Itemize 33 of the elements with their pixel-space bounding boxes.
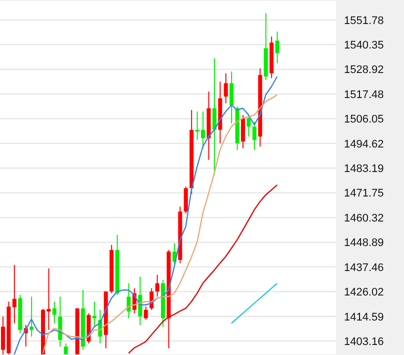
y-tick-label: 1540.35 [344,40,384,52]
line-series [14,76,278,355]
candlestick [155,274,160,298]
candlestick [224,72,228,104]
candlestick [246,114,251,138]
candlestick [64,343,68,355]
candlestick [30,296,34,338]
y-tick-label: 1506.05 [344,114,384,126]
candlestick [230,71,234,124]
line-series [128,184,278,354]
y-tick-label: 1414.59 [344,311,384,324]
y-tick-label: 1460.32 [344,212,384,224]
y-tick-label: 1528.92 [344,64,384,76]
y-tick-label: 1471.75 [344,188,384,200]
y-tick-label: 1483.19 [344,163,384,176]
candlestick [275,31,280,64]
candlestick [126,282,131,319]
line-series [42,94,278,354]
y-tick-label: 1448.89 [344,237,384,250]
y-tick-label: 1494.62 [344,138,384,150]
candlestick [241,114,245,149]
candlestick [184,186,188,214]
y-tick-label: 1551.78 [344,14,384,27]
candlestick [52,301,56,324]
y-tick-label: 1517.48 [344,88,384,101]
candlestick [12,264,16,324]
y-tick-label: 1437.46 [344,262,384,274]
y-tick-label: 1403.16 [344,336,384,348]
candlestick [92,301,96,328]
y-tick-label: 1426.02 [344,286,384,299]
candlestick [252,121,256,150]
candlestick [212,58,216,176]
candlestick [144,306,148,320]
